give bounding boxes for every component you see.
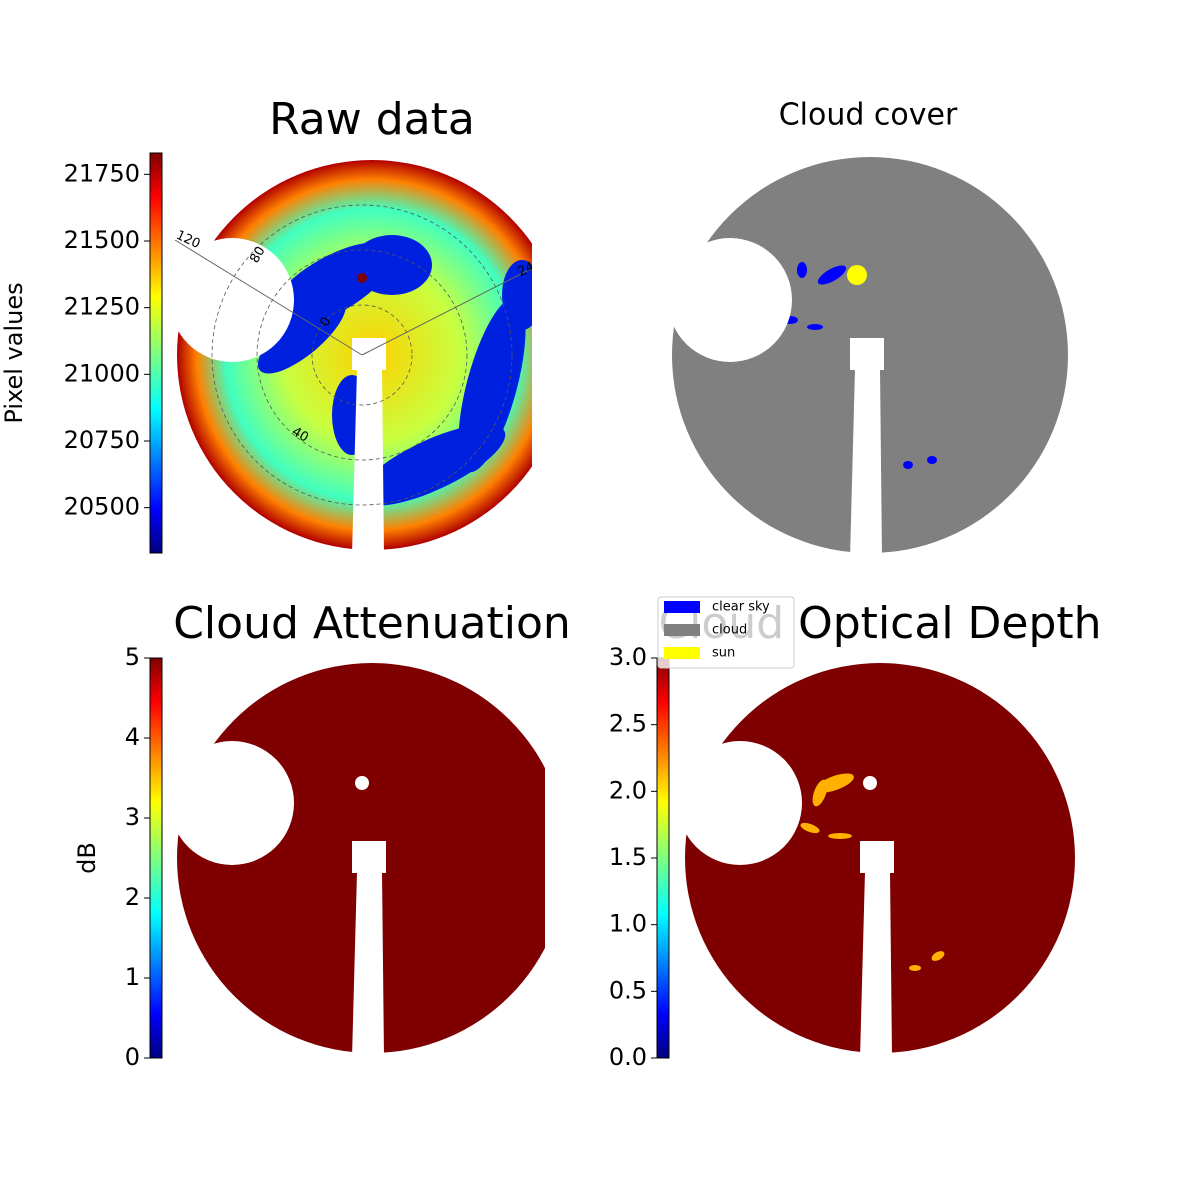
image-mask (850, 369, 882, 558)
colorbar-tick-label: 20500 (64, 493, 140, 521)
image-mask (545, 653, 625, 1063)
panel-title: Cloud cover (779, 98, 958, 133)
image-mask (678, 741, 802, 865)
legend-swatch (664, 601, 700, 613)
legend-swatch (664, 647, 700, 659)
colorbar-tick-label: 5 (125, 643, 140, 671)
colorbar (149, 657, 163, 1059)
image-feature (828, 833, 852, 839)
legend-label: cloud (712, 623, 747, 638)
colorbar-tick-label: 2 (125, 883, 140, 911)
colorbar-label: Pixel values (0, 282, 28, 423)
image-mask (532, 147, 612, 563)
panel-title: Raw data (269, 94, 475, 145)
legend-label: clear sky (712, 600, 770, 615)
image-mask (37, 653, 117, 1063)
image-feature (817, 265, 847, 285)
colorbar-tick-label: 21500 (64, 226, 140, 254)
image-mask (37, 150, 117, 560)
colorbar-tick-label: 1.5 (609, 843, 647, 871)
panel-title: Cloud Attenuation (173, 598, 571, 649)
colorbar-label: dB (73, 842, 101, 874)
colorbar (656, 657, 670, 1059)
polar-grid (311, 304, 413, 406)
image-mask (170, 741, 294, 865)
image-mask (860, 872, 892, 1058)
colorbar-tick-label: 1.0 (609, 910, 647, 938)
image-mask (170, 238, 294, 362)
polar-grid (256, 249, 468, 461)
colorbar-tick-label: 2.0 (609, 776, 647, 804)
image-mask (352, 841, 386, 873)
legend-swatch (664, 624, 700, 636)
legend-label: sun (712, 646, 735, 661)
polar-grid-label: 80 (247, 244, 268, 266)
image-feature (909, 965, 921, 971)
colorbar-tick-label: 2.5 (609, 710, 647, 738)
image-feature (257, 296, 347, 374)
colorbar-tick-label: 3 (125, 803, 140, 831)
polar-grid-label: 40 (289, 424, 311, 445)
image-mask (352, 872, 384, 1058)
image-feature (807, 324, 823, 330)
image-mask (860, 841, 894, 873)
colorbar-tick-label: 0.0 (609, 1043, 647, 1071)
colorbar-tick-label: 20750 (64, 426, 140, 454)
colorbar-tick-label: 21750 (64, 159, 140, 187)
image-mask (352, 369, 384, 555)
colorbar-tick-label: 21000 (64, 359, 140, 387)
polar-grid (211, 204, 513, 506)
image-mask (668, 238, 792, 362)
image-feature (927, 456, 937, 464)
image-feature (797, 262, 807, 278)
colorbar-tick-label: 3.0 (609, 643, 647, 671)
image-feature (352, 235, 432, 295)
colorbar-tick-label: 4 (125, 723, 140, 751)
colorbar-tick-label: 1 (125, 963, 140, 991)
image-feature (931, 951, 945, 961)
legend: clear sky cloud sun (657, 596, 795, 669)
image-feature (358, 424, 506, 506)
colorbar-tick-label: 0 (125, 1043, 140, 1071)
image-mask (352, 338, 386, 370)
image-feature (800, 822, 820, 834)
polar-axis (174, 239, 363, 356)
colorbar-tick-label: 21250 (64, 293, 140, 321)
image-mask (850, 338, 884, 370)
colorbar (149, 152, 163, 554)
image-mask (355, 776, 369, 790)
colorbar-tick-label: 0.5 (609, 976, 647, 1004)
sun-marker (847, 265, 867, 285)
image-feature (903, 461, 913, 469)
sun-pixel (357, 273, 367, 283)
image-mask (863, 776, 877, 790)
image-feature (812, 779, 828, 807)
